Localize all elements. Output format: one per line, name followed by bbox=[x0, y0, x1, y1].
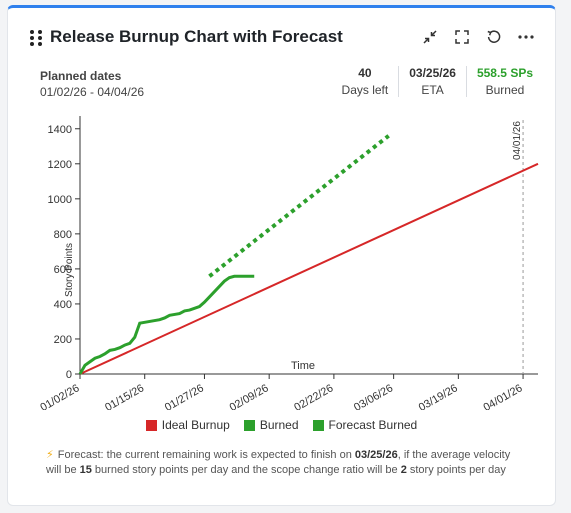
x-tick-label: 02/22/26 bbox=[292, 382, 335, 410]
burned-label: Burned bbox=[485, 83, 525, 97]
planned-dates-label: Planned dates bbox=[40, 69, 122, 83]
x-tick-label: 01/02/26 bbox=[38, 382, 81, 410]
y-tick-label: 1200 bbox=[48, 159, 72, 171]
legend-item-ideal[interactable]: Ideal Burnup bbox=[145, 418, 230, 432]
burned-value: 558.5 SPs bbox=[476, 66, 533, 80]
y-tick-label: 400 bbox=[54, 299, 72, 311]
widget-toolbar bbox=[421, 28, 535, 46]
planned-dates-range: 01/02/26 - 04/04/26 bbox=[40, 85, 145, 99]
note-text-2: , if the average velocity will be bbox=[46, 449, 511, 476]
y-tick-label: 800 bbox=[54, 229, 72, 241]
planned-dates: Planned dates 01/02/26 - 04/04/26 bbox=[40, 69, 144, 99]
days-left-stat: 40 Days left bbox=[332, 66, 399, 97]
legend-label-forecast: Forecast Burned bbox=[328, 418, 418, 432]
summary-stats: 40 Days left 03/25/26 ETA 558.5 SPs Burn… bbox=[332, 66, 543, 97]
note-scope: 2 bbox=[400, 464, 407, 476]
x-tick-label: 03/19/26 bbox=[417, 382, 460, 410]
eta-value: 03/25/26 bbox=[409, 66, 456, 80]
burnup-widget: Release Burnup Chart with Forecast Plann… bbox=[7, 5, 556, 506]
fullscreen-icon[interactable] bbox=[453, 28, 471, 46]
x-tick-label: 01/27/26 bbox=[163, 382, 206, 410]
more-icon[interactable] bbox=[517, 28, 535, 46]
refresh-icon[interactable] bbox=[485, 28, 503, 46]
legend-item-forecast[interactable]: Forecast Burned bbox=[312, 418, 418, 432]
collapse-icon[interactable] bbox=[421, 28, 439, 46]
y-tick-label: 1000 bbox=[48, 194, 72, 206]
burned-line bbox=[78, 274, 255, 375]
x-tick-label: 03/06/26 bbox=[352, 382, 395, 410]
note-velocity: 15 bbox=[79, 464, 92, 476]
y-tick-label: 600 bbox=[54, 264, 72, 276]
legend-swatch-forecast bbox=[312, 419, 324, 431]
days-left-value: 40 bbox=[358, 66, 372, 80]
y-tick-label: 200 bbox=[54, 334, 72, 346]
days-left-label: Days left bbox=[341, 83, 389, 97]
legend-label-ideal: Ideal Burnup bbox=[161, 418, 230, 432]
burnup-chart[interactable]: 0 200 400 600 800 1000 1200 1400 01/02/26 01/15/2… bbox=[38, 110, 548, 410]
x-axis-label: Time bbox=[291, 360, 315, 372]
note-text-1: Forecast: the current remaining work is … bbox=[57, 449, 355, 461]
note-eta: 03/25/26 bbox=[354, 449, 398, 461]
widget-header: Release Burnup Chart with Forecast bbox=[8, 8, 555, 58]
y-tick-label: 0 bbox=[66, 369, 72, 381]
forecast-note: ⚡ Forecast: the current remaining work is… bbox=[46, 448, 516, 478]
y-tick-label: 1400 bbox=[48, 124, 72, 136]
eta-label: ETA bbox=[421, 83, 444, 97]
drag-handle-icon[interactable] bbox=[30, 30, 42, 46]
eta-stat: 03/25/26 ETA bbox=[398, 66, 466, 97]
note-text-4: story points per day bbox=[406, 464, 506, 476]
ideal-burnup-line bbox=[79, 162, 539, 375]
legend-label-burned: Burned bbox=[259, 418, 299, 432]
chart-legend: Ideal Burnup Burned Forecast Burned bbox=[8, 418, 555, 432]
legend-swatch-ideal bbox=[145, 419, 157, 431]
x-tick-label: 01/15/26 bbox=[103, 382, 146, 410]
forecast-burned-line bbox=[208, 134, 390, 278]
burned-stat: 558.5 SPs Burned bbox=[465, 66, 543, 97]
legend-item-burned[interactable]: Burned bbox=[243, 418, 299, 432]
x-tick-label: 02/09/26 bbox=[228, 382, 271, 410]
note-text-3: burned story points per day and the scop… bbox=[91, 464, 401, 476]
target-date-label: 04/01/26 bbox=[512, 121, 523, 160]
y-axis-label: Story Points bbox=[64, 243, 75, 297]
lightning-icon: ⚡ bbox=[46, 449, 54, 461]
x-tick-label: 04/01/26 bbox=[481, 382, 524, 410]
legend-swatch-burned bbox=[243, 419, 255, 431]
widget-title: Release Burnup Chart with Forecast bbox=[50, 27, 343, 46]
